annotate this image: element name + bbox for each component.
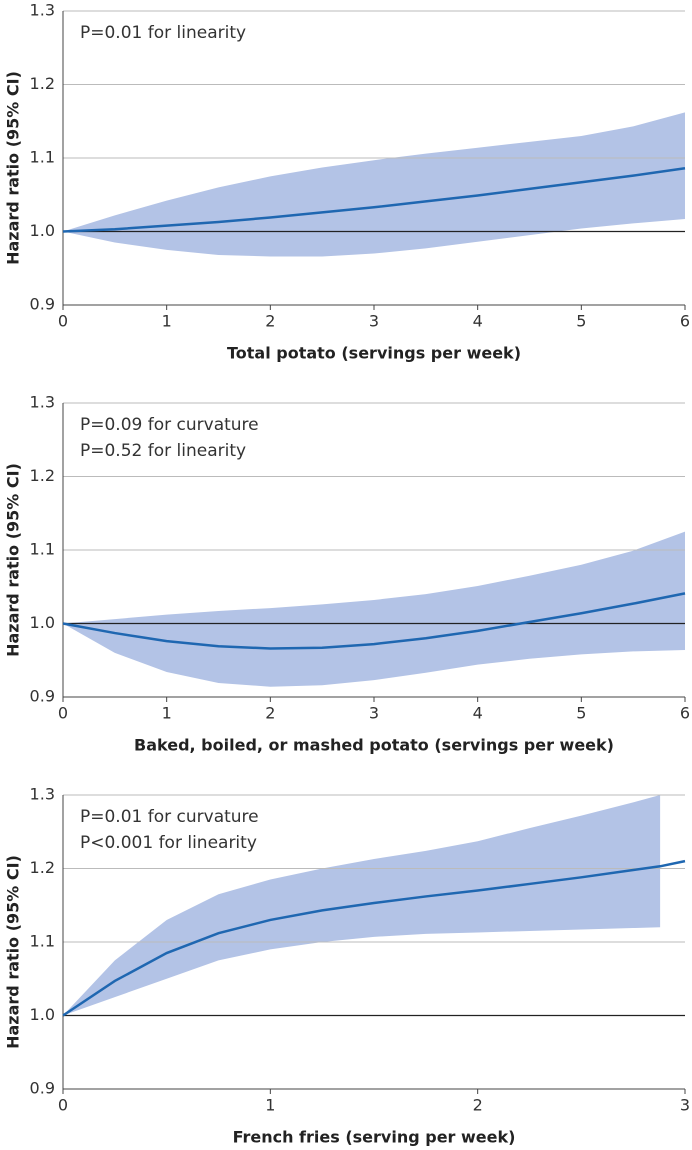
annotation: P<0.001 for linearity — [80, 833, 257, 853]
y-axis-title: Hazard ratio (95% CI) — [4, 855, 23, 1049]
y-tick-label: 0.9 — [30, 295, 55, 314]
x-tick-label: 2 — [265, 312, 275, 331]
y-tick-label: 1.0 — [30, 221, 55, 240]
x-axis-title: French fries (serving per week) — [233, 1128, 516, 1147]
x-tick-label: 5 — [576, 704, 586, 723]
estimate-line — [62, 167, 686, 233]
x-tick-label: 3 — [680, 1096, 690, 1115]
y-tick-label: 1.1 — [30, 932, 55, 951]
annotation: P=0.01 for curvature — [80, 807, 259, 827]
y-tick-label: 1.1 — [30, 540, 55, 559]
y-tick-label: 0.9 — [30, 1079, 55, 1098]
y-axis-title: Hazard ratio (95% CI) — [4, 71, 23, 265]
y-tick-label: 1.0 — [30, 613, 55, 632]
y-axis-title: Hazard ratio (95% CI) — [4, 463, 23, 657]
x-tick-label: 6 — [680, 312, 690, 331]
x-tick-label: 1 — [162, 704, 172, 723]
x-tick-label: 0 — [58, 704, 68, 723]
estimate-line — [62, 592, 686, 650]
x-tick-label: 1 — [265, 1096, 275, 1115]
x-tick-label: 6 — [680, 704, 690, 723]
y-tick-label: 0.9 — [30, 687, 55, 706]
x-tick-label: 0 — [58, 312, 68, 331]
y-tick-label: 1.1 — [30, 148, 55, 167]
ci-band — [63, 112, 685, 257]
x-axis-title: Baked, boiled, or mashed potato (serving… — [134, 736, 614, 755]
y-tick-label: 1.2 — [30, 466, 55, 485]
x-tick-label: 2 — [265, 704, 275, 723]
y-tick-label: 1.3 — [30, 393, 55, 412]
x-tick-label: 4 — [473, 312, 483, 331]
ci-band — [63, 531, 685, 687]
x-tick-label: 3 — [369, 312, 379, 331]
x-axis-title: Total potato (servings per week) — [227, 344, 521, 363]
x-tick-label: 4 — [473, 704, 483, 723]
annotation: P=0.52 for linearity — [80, 441, 246, 461]
annotation: P=0.01 for linearity — [80, 23, 246, 43]
y-tick-label: 1.3 — [30, 785, 55, 804]
x-tick-label: 0 — [58, 1096, 68, 1115]
x-tick-label: 3 — [369, 704, 379, 723]
annotation: P=0.09 for curvature — [80, 415, 259, 435]
x-tick-label: 2 — [473, 1096, 483, 1115]
x-tick-label: 5 — [576, 312, 586, 331]
x-tick-label: 1 — [162, 312, 172, 331]
estimate-line — [62, 859, 686, 1017]
y-tick-label: 1.0 — [30, 1005, 55, 1024]
y-tick-label: 1.3 — [30, 1, 55, 20]
y-tick-label: 1.2 — [30, 858, 55, 877]
y-tick-label: 1.2 — [30, 74, 55, 93]
